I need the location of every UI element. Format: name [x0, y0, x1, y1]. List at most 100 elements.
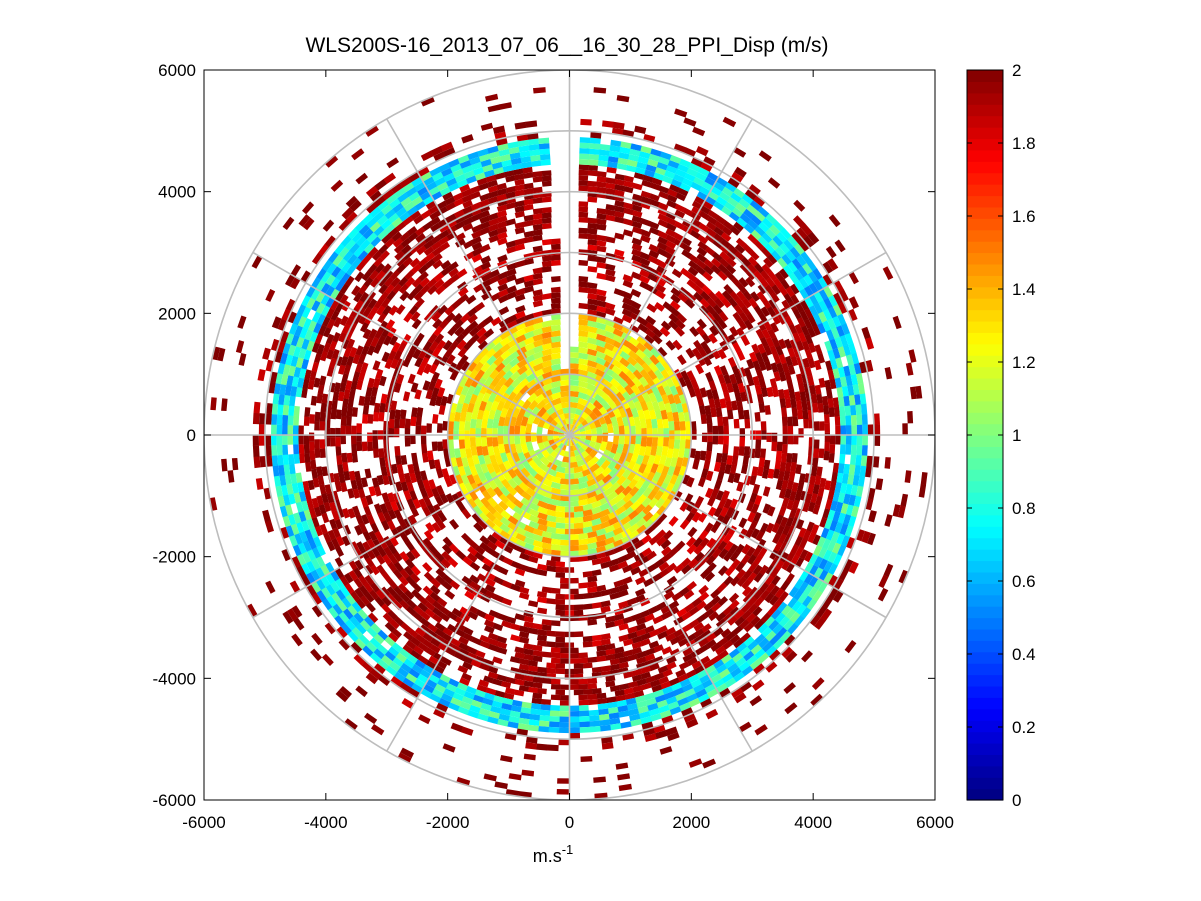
- ppi-cell: [541, 490, 553, 499]
- ppi-cell: [616, 384, 627, 395]
- ppi-cell: [459, 701, 472, 710]
- ppi-cell: [569, 658, 579, 664]
- ppi-cell: [362, 306, 373, 317]
- ppi-cell: [746, 375, 755, 387]
- ppi-cell: [366, 345, 376, 356]
- ppi-cell: [373, 225, 385, 237]
- ppi-cell: [664, 170, 676, 179]
- ppi-cell: [319, 375, 327, 386]
- ppi-cell: [369, 206, 382, 218]
- ppi-cell: [715, 407, 723, 418]
- ppi-cell: [445, 683, 457, 693]
- ppi-cell: [384, 636, 396, 647]
- ppi-cell: [388, 305, 399, 316]
- ppi-cell: [573, 505, 584, 513]
- ppi-cell: [713, 181, 725, 192]
- colorbar-segment: [967, 161, 1003, 174]
- ppi-cell: [783, 389, 791, 400]
- ppi-cell: [320, 575, 331, 588]
- ppi-cell: [828, 295, 838, 307]
- ppi-cell: [794, 243, 805, 255]
- ppi-cell: [381, 492, 390, 503]
- ppi-cell: [525, 742, 537, 750]
- ppi-cell: [514, 673, 525, 681]
- ppi-cell: [455, 232, 466, 242]
- ppi-cell: [492, 510, 504, 522]
- ppi-cell: [477, 148, 489, 157]
- ppi-cell: [539, 709, 551, 716]
- ppi-cell: [655, 361, 666, 373]
- ppi-cell: [373, 663, 386, 675]
- ppi-cell: [407, 687, 421, 699]
- ppi-cell: [779, 616, 790, 628]
- ppi-cell: [652, 482, 663, 493]
- ppi-cell: [614, 689, 625, 697]
- ppi-cell: [520, 707, 531, 714]
- ppi-cell: [779, 552, 790, 563]
- ppi-cell: [451, 493, 461, 504]
- ppi-cell: [528, 144, 540, 151]
- ppi-cell: [517, 451, 527, 463]
- ppi-cell: [454, 474, 464, 485]
- ppi-cell: [339, 315, 349, 327]
- ppi-cell: [290, 385, 298, 397]
- ppi-cell: [499, 330, 511, 340]
- ppi-cell: [822, 508, 831, 519]
- ppi-cell: [465, 685, 477, 695]
- ppi-cell: [326, 595, 337, 607]
- ppi-cell: [759, 522, 769, 534]
- ppi-cell: [579, 710, 590, 717]
- ppi-cell: [832, 511, 841, 523]
- ppi-cell: [608, 712, 620, 720]
- ppi-cell: [814, 475, 822, 486]
- ppi-cell: [751, 466, 759, 477]
- ppi-cell: [457, 346, 468, 358]
- ppi-cell: [495, 369, 507, 380]
- ppi-cell: [330, 288, 340, 300]
- x-tick-label: -6000: [182, 813, 225, 832]
- ppi-cell: [654, 392, 664, 403]
- ppi-cell: [472, 694, 484, 703]
- ppi-cell: [833, 577, 844, 591]
- colorbar-tick-label: 1.2: [1012, 353, 1036, 372]
- ppi-cell: [733, 692, 747, 704]
- ppi-cell: [340, 586, 351, 598]
- ppi-cell: [459, 448, 467, 459]
- ppi-cell: [636, 700, 648, 709]
- ppi-cell: [767, 253, 778, 265]
- ppi-cell: [734, 609, 745, 620]
- ppi-cell: [400, 622, 412, 633]
- ppi-cell: [569, 346, 580, 353]
- ppi-cell: [628, 530, 640, 540]
- ppi-cell: [513, 467, 524, 479]
- ppi-cell: [606, 166, 617, 174]
- ppi-cell: [445, 493, 455, 504]
- ppi-cell: [423, 495, 432, 507]
- ppi-cell: [699, 450, 707, 461]
- ppi-cell: [722, 443, 729, 454]
- ppi-cell: [765, 661, 778, 673]
- ppi-cell: [457, 465, 466, 477]
- ppi-cell: [503, 692, 515, 700]
- ppi-cell: [781, 362, 790, 373]
- ppi-cell: [578, 164, 589, 171]
- ppi-cell: [843, 365, 851, 377]
- ppi-cell: [265, 580, 276, 594]
- ppi-cell: [796, 340, 805, 352]
- ppi-cell: [711, 311, 722, 323]
- ppi-cell: [628, 478, 639, 490]
- ppi-cell: [340, 416, 347, 426]
- ppi-cell: [777, 257, 788, 269]
- ppi-cell: [569, 495, 579, 502]
- ppi-cell: [498, 493, 510, 504]
- ppi-cell: [278, 394, 285, 405]
- ppi-cell: [604, 307, 616, 316]
- ppi-cell: [730, 171, 744, 183]
- ppi-cell: [844, 525, 854, 538]
- ppi-cell: [496, 220, 508, 229]
- ppi-cell: [497, 277, 509, 286]
- ppi-cell: [525, 441, 534, 452]
- ppi-cell: [523, 188, 534, 195]
- ppi-cell: [612, 334, 624, 344]
- ppi-cell: [837, 463, 845, 474]
